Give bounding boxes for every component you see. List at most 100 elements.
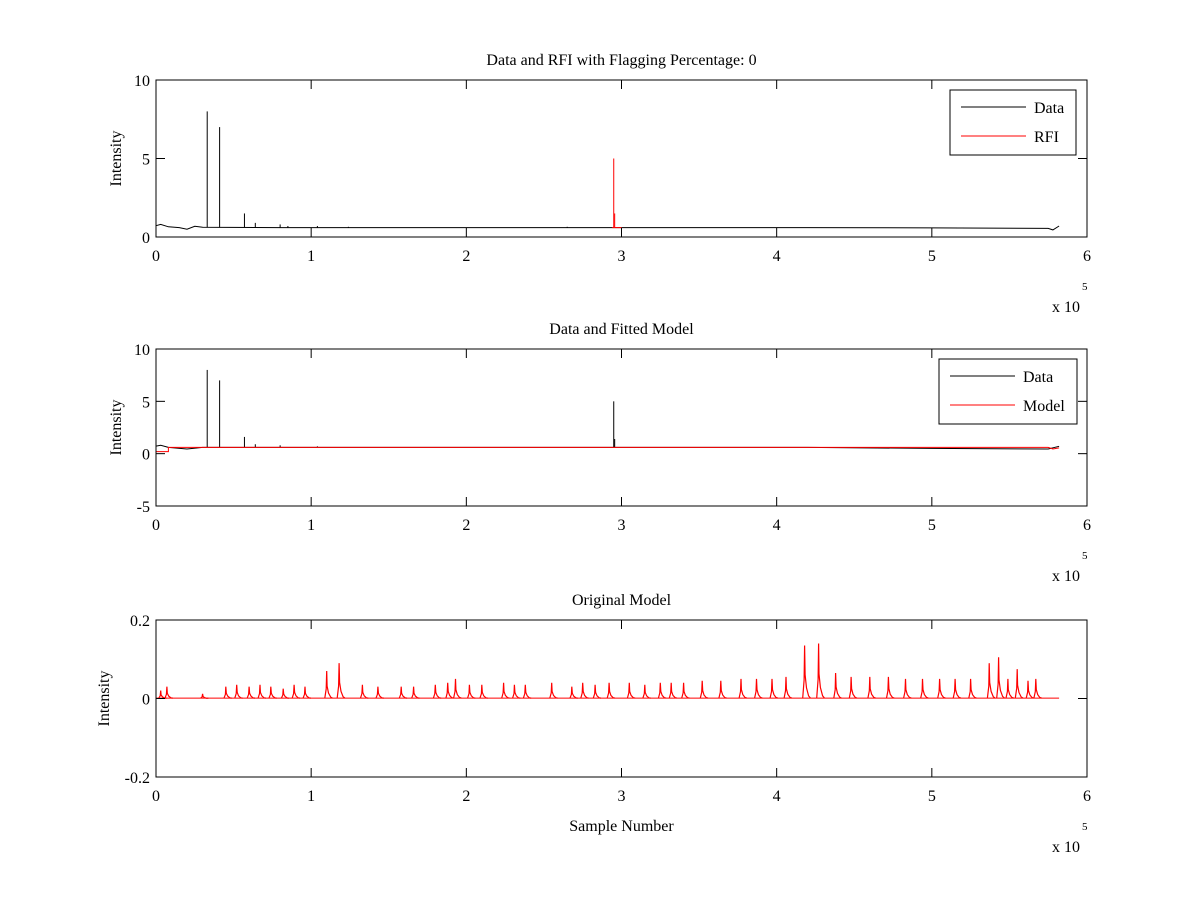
series-peak: [445, 682, 454, 699]
x-exponent-base: x 10: [1052, 299, 1080, 316]
y-tick-label: 5: [142, 394, 150, 411]
series-peak: [257, 684, 266, 699]
series-peak: [606, 682, 616, 699]
series-group: [155, 369, 1060, 453]
chart-title: Data and Fitted Model: [549, 321, 694, 338]
series-peak: [432, 684, 442, 699]
y-tick-label: 0.2: [130, 613, 150, 630]
series-peak: [302, 686, 311, 699]
legend-label-data: Data: [1023, 369, 1053, 386]
y-tick-label: -5: [137, 499, 150, 516]
series-peak: [699, 680, 709, 699]
x-tick-label: 2: [462, 788, 470, 805]
series-model-line: [156, 446, 1060, 453]
x-tick-label: 6: [1083, 788, 1091, 805]
x-tick-label: 0: [152, 248, 160, 265]
plot-area: [156, 349, 1087, 506]
x-tick-label: 3: [618, 788, 626, 805]
series-peak: [280, 688, 290, 699]
x-tick-label: 0: [152, 788, 160, 805]
x-tick-label: 1: [307, 517, 315, 534]
x-tick-label: 5: [928, 248, 936, 265]
series-peak: [867, 676, 876, 699]
chart-title: Original Model: [572, 592, 672, 609]
series-peak: [642, 684, 651, 699]
x-exponent-power: 5: [1082, 821, 1088, 833]
series-peak: [657, 682, 667, 699]
x-exponent-power: 5: [1082, 281, 1088, 293]
series-peak: [754, 678, 763, 699]
x-exponent-base: x 10: [1052, 568, 1080, 585]
x-tick-label: 2: [462, 248, 470, 265]
series-peak: [738, 678, 748, 699]
series-peak: [512, 684, 521, 699]
x-tick-label: 5: [928, 788, 936, 805]
series-peak: [1005, 678, 1014, 699]
series-data-line: [155, 223, 1060, 231]
series-peak: [592, 684, 602, 699]
series-peak: [848, 676, 858, 699]
series-peak: [769, 678, 779, 699]
series-peak: [467, 684, 476, 699]
series-peak: [375, 686, 384, 699]
x-tick-label: 6: [1083, 248, 1091, 265]
series-peak: [903, 678, 912, 699]
y-tick-label: 0: [142, 692, 150, 709]
series-peak: [164, 686, 173, 699]
y-tick-label: 10: [134, 342, 150, 359]
legend-box: [949, 89, 1077, 156]
y-tick-label: 0: [142, 447, 150, 464]
y-axis-label: Intensity: [108, 400, 125, 456]
series-peak: [668, 682, 678, 699]
series-peak: [223, 686, 232, 699]
chart-title: Data and RFI with Flagging Percentage: 0: [486, 52, 756, 69]
legend: Data RFI: [949, 89, 1077, 156]
series-peak: [501, 682, 510, 699]
legend-label-rfi: RFI: [1034, 129, 1059, 146]
series-group: [155, 111, 1060, 231]
series-peak: [291, 684, 301, 699]
y-tick-label: 10: [134, 73, 150, 90]
series-peak: [324, 670, 333, 699]
series-peak: [968, 678, 977, 699]
x-tick-label: 5: [928, 517, 936, 534]
series-peak: [200, 693, 209, 699]
x-exponent-base: x 10: [1052, 839, 1080, 856]
series-peak: [952, 678, 962, 699]
series-peak: [996, 657, 1005, 699]
series-peak: [920, 678, 929, 699]
series-peak: [802, 645, 811, 699]
series-peak: [359, 684, 369, 699]
series-peak: [783, 676, 793, 699]
x-tick-label: 4: [773, 788, 781, 805]
series-peak: [336, 663, 346, 699]
y-tick-label: -0.2: [125, 770, 150, 787]
x-tick-label: 6: [1083, 517, 1091, 534]
x-tick-label: 3: [618, 248, 626, 265]
x-tick-label: 3: [618, 517, 626, 534]
y-tick-label: 0: [142, 230, 150, 247]
plot-area: [156, 80, 1087, 237]
x-tick-label: 4: [773, 517, 781, 534]
series-peak: [816, 643, 825, 699]
series-peak: [479, 684, 488, 699]
series-peak: [398, 686, 408, 699]
series-peak: [986, 663, 996, 699]
series-peak: [1014, 669, 1024, 699]
x-tick-label: 0: [152, 517, 160, 534]
x-tick-label: 4: [773, 248, 781, 265]
x-tick-label: 1: [307, 248, 315, 265]
series-peak: [268, 686, 277, 699]
y-tick-label: 5: [142, 152, 150, 169]
legend-box: [938, 358, 1078, 425]
x-tick-label: 1: [307, 788, 315, 805]
series-peak: [626, 682, 636, 699]
series-peak: [1033, 678, 1042, 699]
series-peak: [885, 676, 895, 699]
series-peak: [937, 678, 946, 699]
y-axis-label: Intensity: [96, 671, 113, 727]
